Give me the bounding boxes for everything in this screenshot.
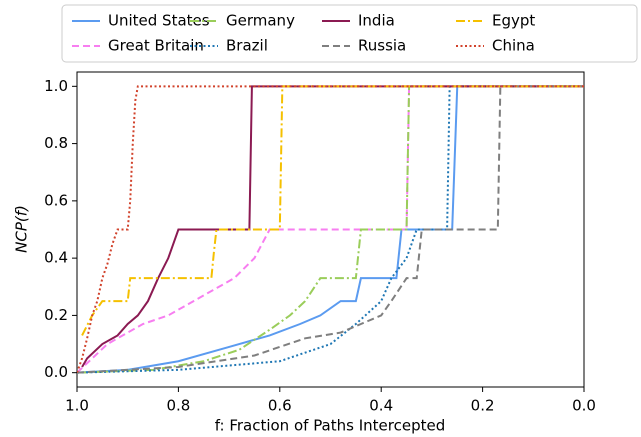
legend-label: Brazil (226, 37, 268, 55)
x-tick-label: 0.4 (369, 397, 393, 415)
legend-label: Great Britain (108, 37, 204, 55)
y-tick-label: 0.2 (44, 306, 68, 324)
series-line (77, 85, 584, 374)
y-axis-label: NCP(f) (13, 205, 31, 253)
x-tick-label: 0.8 (166, 397, 190, 415)
y-tick-label: 0.8 (44, 134, 68, 152)
legend-label: China (492, 37, 535, 55)
series-line (77, 85, 584, 374)
legend-label: Germany (226, 12, 295, 30)
y-tick-label: 0.4 (44, 249, 68, 267)
series-line (77, 85, 584, 374)
x-tick-label: 0.6 (268, 397, 292, 415)
series-line (81, 85, 584, 336)
legend-label: United States (108, 12, 210, 30)
series-line (77, 85, 584, 374)
series-line (77, 85, 584, 374)
legend-label: India (358, 12, 395, 30)
x-tick-label: 0.0 (572, 397, 596, 415)
x-axis-label: f: Fraction of Paths Intercepted (215, 417, 445, 435)
plot-area (77, 85, 584, 374)
series-line (81, 85, 584, 368)
legend-box (61, 4, 638, 63)
y-tick-label: 0.6 (44, 191, 68, 209)
y-tick-label: 0.0 (44, 363, 68, 381)
legend-label: Russia (358, 37, 406, 55)
y-tick-label: 1.0 (44, 77, 68, 95)
legend-label: Egypt (492, 12, 535, 30)
x-tick-label: 0.2 (471, 397, 495, 415)
series-line (77, 85, 584, 374)
plot-frame (76, 71, 585, 388)
x-tick-label: 1.0 (65, 397, 89, 415)
